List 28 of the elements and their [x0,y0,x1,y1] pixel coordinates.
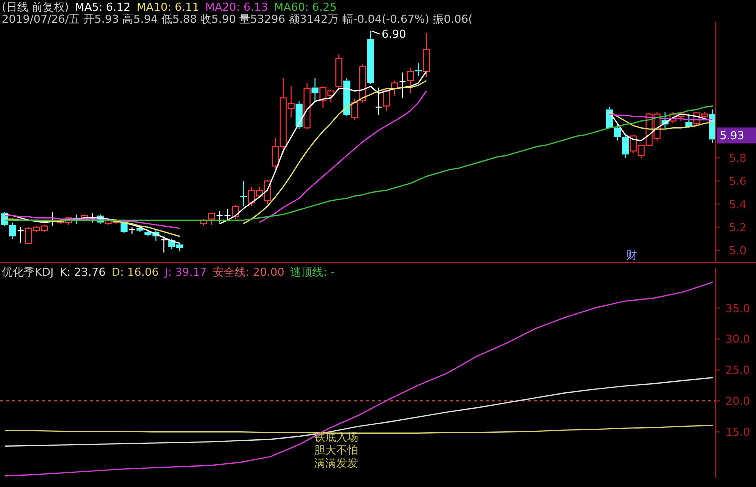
y-tick-label: 5.6 [729,175,747,188]
ref-line-label: 安全线: 20.00 [212,266,285,279]
y-tick-label: 5.8 [729,152,747,166]
annotation: 财 [626,249,638,262]
y-tick-label: 5.4 [729,198,747,212]
y-tick-label: 5.2 [729,221,747,234]
y-tick-label: 5.0 [729,244,747,258]
text: K: 23.76 [60,266,106,279]
text: D: 16.06 [112,266,160,279]
y-tick-label: 15.0 [726,426,750,440]
text: MA10: 6.11 [136,1,200,14]
text: 5.93 [720,130,744,143]
annotation: 逃顶线: - [290,266,335,279]
annotation: 胆大不怕 [314,444,359,458]
annotation: 6.90 [382,28,406,42]
y-tick-label: 25.0 [726,364,750,378]
chart-title: (日线 前复权) [2,1,70,14]
chart-title: 优化季KDJ [2,266,54,279]
y-tick-label: 20.0 [726,395,750,408]
y-tick-label: 35.0 [726,302,750,316]
text: MA5: 6.12 [75,1,131,14]
text: MA20: 6.13 [206,1,268,14]
text: J: 39.17 [164,266,207,279]
text: MA60: 6.25 [274,1,337,14]
annotation: 铁底入场 [314,431,359,444]
chart-subtitle: 2019/07/26/五 开5.93 高5.94 低5.88 收5.90 量53296 额3142万 幅-0.04(-0.67%) 振0.06( [2,13,473,26]
y-tick-label: 30.0 [726,333,750,346]
annotation: 满满发发 [314,457,359,470]
